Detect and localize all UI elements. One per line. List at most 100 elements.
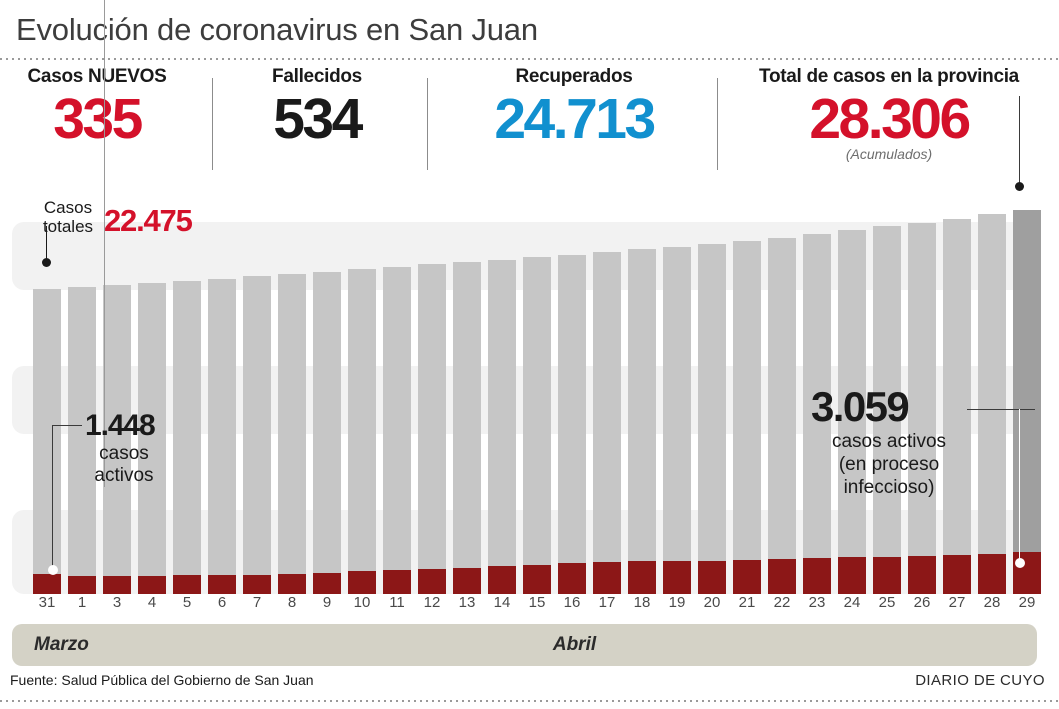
bar-13[interactable] — [453, 262, 481, 594]
bar-11[interactable] — [383, 267, 411, 594]
x-tick-7: 7 — [252, 594, 262, 611]
bar-14[interactable] — [488, 260, 516, 594]
bar-15[interactable] — [523, 257, 551, 594]
bar-5[interactable] — [173, 281, 201, 594]
x-tick-5: 5 — [182, 594, 192, 611]
bar-active-segment-7 — [243, 575, 271, 594]
bar-10[interactable] — [348, 269, 376, 594]
x-tick-11: 11 — [389, 594, 405, 611]
bar-29[interactable] — [1013, 210, 1041, 594]
bar-1[interactable] — [68, 287, 96, 594]
divider-bottom — [0, 700, 1059, 702]
callout-activos-last-leader-vertical — [1019, 409, 1020, 563]
stat-label-fallecidos: Fallecidos — [272, 66, 362, 87]
bar-28[interactable] — [978, 214, 1006, 594]
callout-activos-last-line1: casos activos — [831, 431, 947, 452]
x-tick-27: 27 — [948, 594, 966, 611]
bar-19[interactable] — [663, 247, 691, 594]
stat-value-fallecidos: 534 — [273, 87, 363, 151]
source-note: Fuente: Salud Pública del Gobierno de Sa… — [10, 672, 314, 688]
stat-divider-3 — [717, 78, 718, 170]
total-pointer-marker — [1015, 182, 1024, 191]
brand-label: DIARIO DE CUYO — [915, 672, 1045, 689]
bar-17[interactable] — [593, 252, 621, 594]
bar-active-segment-19 — [663, 561, 691, 594]
bar-active-segment-12 — [418, 569, 446, 594]
callout-activos-last-marker — [1015, 558, 1025, 568]
x-tick-3: 3 — [112, 594, 122, 611]
callout-casos-totales-line1: Casos — [43, 198, 93, 217]
x-tick-13: 13 — [458, 594, 476, 611]
stats-row: Casos NUEVOS 335 Fallecidos 534 Recupera… — [0, 66, 1059, 176]
bar-25[interactable] — [873, 226, 901, 594]
x-tick-24: 24 — [843, 594, 861, 611]
bar-9[interactable] — [313, 272, 341, 594]
x-tick-12: 12 — [423, 594, 441, 611]
x-tick-21: 21 — [738, 594, 756, 611]
bar-3[interactable] — [103, 285, 131, 594]
stat-label-casos-nuevos: Casos NUEVOS — [27, 66, 167, 87]
callout-casos-totales-line2: totales — [42, 217, 94, 237]
bar-12[interactable] — [418, 264, 446, 594]
stat-recuperados: Recuperados 24.713 — [443, 66, 705, 150]
bar-active-segment-15 — [523, 565, 551, 594]
bar-27[interactable] — [943, 219, 971, 594]
total-pointer-leader — [1019, 96, 1020, 186]
bar-active-segment-28 — [978, 554, 1006, 594]
bar-active-segment-24 — [838, 557, 866, 594]
bar-31[interactable] — [33, 289, 61, 594]
bar-6[interactable] — [208, 279, 236, 594]
bar-8[interactable] — [278, 274, 306, 594]
bar-7[interactable] — [243, 276, 271, 594]
bar-active-segment-17 — [593, 562, 621, 594]
callout-activos-first-line2: activos — [94, 465, 154, 487]
bar-active-segment-31 — [33, 574, 61, 594]
x-tick-31: 31 — [38, 594, 56, 611]
stat-value-total-casos: 28.306 — [809, 87, 971, 151]
bar-26[interactable] — [908, 223, 936, 594]
x-tick-20: 20 — [703, 594, 721, 611]
bar-chart — [0, 176, 1059, 594]
x-tick-19: 19 — [668, 594, 686, 611]
x-tick-15: 15 — [528, 594, 546, 611]
bar-4[interactable] — [138, 283, 166, 594]
x-tick-25: 25 — [878, 594, 896, 611]
callout-casos-totales-marker — [42, 258, 51, 267]
callout-activos-last-text: casos activos (en proceso infeccioso) — [800, 430, 978, 500]
month-label-marzo: Marzo — [34, 634, 89, 655]
callout-activos-last-line2: (en proceso — [838, 454, 940, 476]
bar-16[interactable] — [558, 255, 586, 594]
stat-sub-acumulados: (Acumulados) — [845, 145, 933, 162]
x-tick-17: 17 — [598, 594, 616, 611]
bar-active-segment-27 — [943, 555, 971, 594]
callout-casos-totales-label: Casos totales — [33, 198, 103, 236]
x-tick-6: 6 — [217, 594, 227, 611]
callout-activos-last-value: 3.059 — [811, 383, 910, 430]
month-band: Marzo Abril — [12, 624, 1037, 666]
bar-active-segment-4 — [138, 576, 166, 594]
x-tick-9: 9 — [322, 594, 332, 611]
stat-label-recuperados: Recuperados — [515, 66, 633, 87]
x-tick-28: 28 — [983, 594, 1001, 611]
x-tick-1: 1 — [77, 594, 87, 611]
bar-20[interactable] — [698, 244, 726, 594]
bar-21[interactable] — [733, 241, 761, 594]
stat-divider-1 — [212, 78, 213, 170]
bar-active-segment-3 — [103, 576, 131, 594]
bar-active-segment-22 — [768, 559, 796, 594]
x-tick-18: 18 — [633, 594, 651, 611]
stat-divider-2 — [427, 78, 428, 170]
bar-22[interactable] — [768, 238, 796, 594]
bar-active-segment-6 — [208, 575, 236, 594]
x-axis: 31 1 3 4 5 6 7 8 9 10 11 12 13 14 15 16 17 18 19 20 21 22 23 24… — [0, 594, 1059, 620]
callout-activos-first-leader-vertical — [52, 425, 53, 570]
bar-24[interactable] — [838, 230, 866, 594]
bar-active-segment-25 — [873, 557, 901, 594]
bar-18[interactable] — [628, 249, 656, 594]
callout-casos-totales-leader — [46, 226, 47, 260]
callout-activos-first-value: 1.448 — [85, 409, 156, 442]
bar-active-segment-13 — [453, 568, 481, 594]
bar-23[interactable] — [803, 234, 831, 594]
bar-active-segment-14 — [488, 566, 516, 594]
